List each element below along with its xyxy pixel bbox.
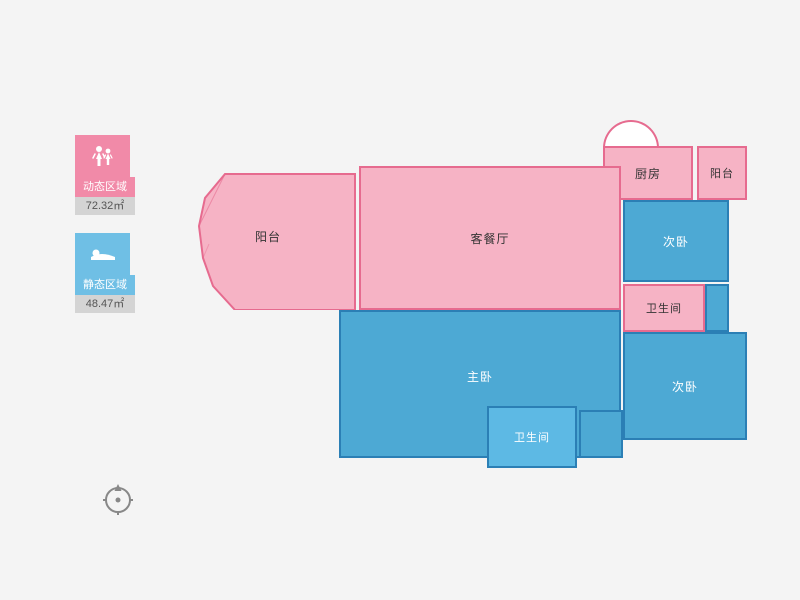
legend-static-label: 静态区域 [75,275,135,295]
living-label: 客餐厅 [470,230,509,247]
room-balcony-right: 阳台 [697,146,747,200]
room-living: 客餐厅 [359,166,621,310]
room-balcony-left: 阳台 [195,166,365,310]
master-label: 主卧 [467,368,493,385]
room-notch [579,410,623,458]
people-icon [75,135,130,177]
room-bedroom2-bottom: 次卧 [623,332,747,440]
legend-panel: 动态区域 72.32㎡ 静态区域 48.47㎡ [75,135,135,331]
legend-static: 静态区域 48.47㎡ [75,233,135,313]
kitchen-arc [603,120,659,148]
room-strip-right [705,284,729,332]
bedroom2-bottom-label: 次卧 [672,378,698,395]
bathroom1-label: 卫生间 [646,300,682,316]
balcony-right-label: 阳台 [710,165,734,181]
sleep-icon [75,233,130,275]
legend-dynamic: 动态区域 72.32㎡ [75,135,135,215]
balcony-left-label: 阳台 [255,228,281,245]
legend-dynamic-label: 动态区域 [75,177,135,197]
bathroom2-label: 卫生间 [514,429,550,445]
bedroom2-top-label: 次卧 [663,233,689,250]
floorplan: 厨房 阳台 阳台 客餐厅 次卧 卫生间 主卧 卫生间 次卧 [205,130,765,475]
kitchen-label: 厨房 [635,165,661,182]
legend-dynamic-value: 72.32㎡ [75,197,135,215]
legend-static-value: 48.47㎡ [75,295,135,313]
room-bedroom2-top: 次卧 [623,200,729,282]
compass-icon [100,480,136,516]
room-bathroom2: 卫生间 [487,406,577,468]
room-bathroom1: 卫生间 [623,284,705,332]
